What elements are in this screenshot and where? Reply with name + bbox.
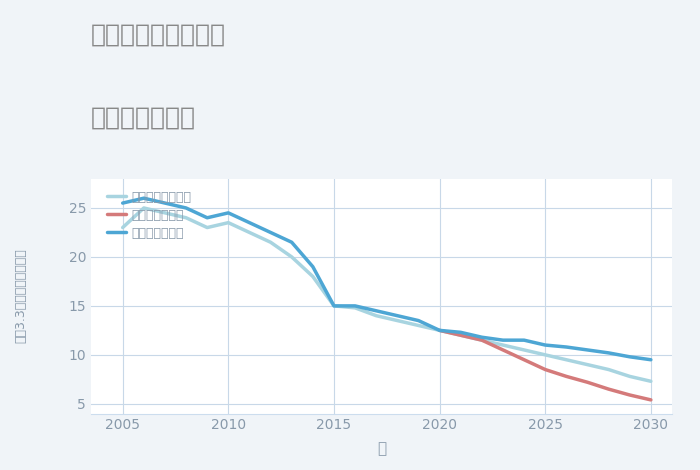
グッドシナリオ	[309, 264, 317, 270]
ノーマルシナリオ	[477, 337, 486, 343]
Text: 三重県伊賀市阿保の: 三重県伊賀市阿保の	[91, 23, 226, 47]
グッドシナリオ	[435, 328, 444, 333]
Line: バッドシナリオ: バッドシナリオ	[440, 330, 651, 400]
ノーマルシナリオ	[224, 220, 232, 226]
Line: ノーマルシナリオ: ノーマルシナリオ	[122, 208, 651, 381]
バッドシナリオ	[456, 332, 465, 338]
ノーマルシナリオ	[647, 378, 655, 384]
ノーマルシナリオ	[330, 303, 338, 309]
グッドシナリオ	[414, 318, 423, 323]
ノーマルシナリオ	[245, 230, 253, 235]
バッドシナリオ	[626, 392, 634, 398]
グッドシナリオ	[393, 313, 402, 319]
グッドシナリオ	[267, 230, 275, 235]
グッドシナリオ	[541, 342, 550, 348]
グッドシナリオ	[583, 347, 592, 353]
ノーマルシナリオ	[604, 367, 612, 372]
ノーマルシナリオ	[499, 342, 508, 348]
ノーマルシナリオ	[351, 305, 359, 311]
グッドシナリオ	[182, 205, 190, 211]
ノーマルシナリオ	[139, 205, 148, 211]
バッドシナリオ	[583, 379, 592, 385]
グッドシナリオ	[288, 239, 296, 245]
ノーマルシナリオ	[372, 313, 380, 319]
グッドシナリオ	[351, 303, 359, 309]
ノーマルシナリオ	[456, 332, 465, 338]
グッドシナリオ	[161, 200, 169, 206]
ノーマルシナリオ	[267, 239, 275, 245]
Text: 坪（3.3㎡）単価（万円）: 坪（3.3㎡）単価（万円）	[15, 249, 27, 344]
ノーマルシナリオ	[520, 347, 528, 353]
ノーマルシナリオ	[583, 362, 592, 368]
バッドシナリオ	[562, 374, 570, 379]
グッドシナリオ	[499, 337, 508, 343]
ノーマルシナリオ	[541, 352, 550, 358]
グッドシナリオ	[118, 200, 127, 206]
グッドシナリオ	[456, 329, 465, 335]
X-axis label: 年: 年	[377, 441, 386, 456]
グッドシナリオ	[477, 335, 486, 340]
ノーマルシナリオ	[309, 274, 317, 279]
バッドシナリオ	[435, 328, 444, 333]
ノーマルシナリオ	[435, 328, 444, 333]
ノーマルシナリオ	[203, 225, 211, 230]
グッドシナリオ	[562, 344, 570, 350]
グッドシナリオ	[245, 220, 253, 226]
ノーマルシナリオ	[562, 357, 570, 362]
Legend: ノーマルシナリオ, バッドシナリオ, グッドシナリオ: ノーマルシナリオ, バッドシナリオ, グッドシナリオ	[103, 187, 195, 244]
Line: グッドシナリオ: グッドシナリオ	[122, 198, 651, 360]
バッドシナリオ	[520, 357, 528, 362]
ノーマルシナリオ	[182, 215, 190, 220]
グッドシナリオ	[330, 303, 338, 309]
グッドシナリオ	[647, 357, 655, 362]
グッドシナリオ	[139, 196, 148, 201]
グッドシナリオ	[520, 337, 528, 343]
ノーマルシナリオ	[626, 374, 634, 379]
Text: 土地の価格推移: 土地の価格推移	[91, 105, 196, 129]
バッドシナリオ	[477, 337, 486, 343]
グッドシナリオ	[604, 350, 612, 356]
バッドシナリオ	[604, 386, 612, 392]
ノーマルシナリオ	[414, 323, 423, 329]
ノーマルシナリオ	[118, 225, 127, 230]
バッドシナリオ	[499, 347, 508, 353]
グッドシナリオ	[224, 210, 232, 216]
グッドシナリオ	[203, 215, 211, 220]
ノーマルシナリオ	[161, 210, 169, 216]
バッドシナリオ	[541, 367, 550, 372]
グッドシナリオ	[626, 354, 634, 360]
バッドシナリオ	[647, 397, 655, 403]
ノーマルシナリオ	[288, 254, 296, 260]
ノーマルシナリオ	[393, 318, 402, 323]
グッドシナリオ	[372, 308, 380, 313]
